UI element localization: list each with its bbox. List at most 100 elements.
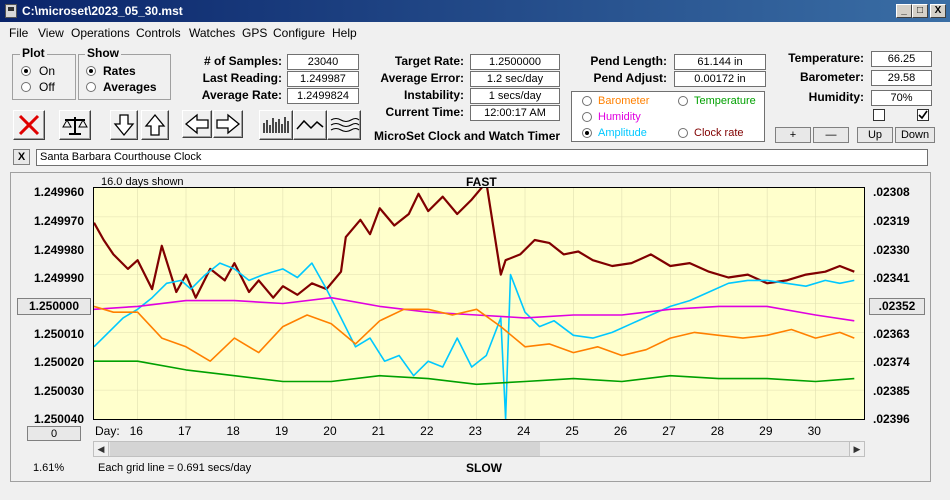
y-tick-left: 1.249960 <box>33 185 84 199</box>
env-checkbox-left[interactable] <box>873 109 885 121</box>
maximize-button[interactable]: □ <box>912 4 928 18</box>
menu-gps[interactable]: GPS <box>242 26 268 40</box>
day-tick-label: 23 <box>468 424 482 438</box>
close-button[interactable]: X <box>930 4 946 18</box>
legend-humidity-label: Humidity <box>598 111 641 123</box>
delete-button[interactable] <box>13 110 45 140</box>
plus-button[interactable]: + <box>775 127 811 143</box>
scroll-right-button[interactable]: ▶ <box>849 442 864 456</box>
delete-icon <box>18 114 40 136</box>
y-tick-left: 1.250020 <box>33 355 84 369</box>
move-down-button[interactable] <box>110 110 138 140</box>
legend-amplitude-label: Amplitude <box>598 127 647 139</box>
y-tick-left: 1.250040 <box>33 412 84 426</box>
arrow-left-icon <box>184 113 209 135</box>
day-tick-label: 29 <box>759 424 773 438</box>
minus-button[interactable]: — <box>813 127 849 143</box>
zero-button[interactable]: 0 <box>27 426 81 441</box>
temperature-label: Temperature: <box>788 51 864 65</box>
title-bar: C:\microset\2023_05_30.mst _ □ X <box>0 0 950 22</box>
env-checkbox-right[interactable] <box>917 109 929 121</box>
y-tick-right: .02385 <box>873 384 910 398</box>
day-tick-label: 28 <box>710 424 725 438</box>
wave-button[interactable] <box>293 110 327 140</box>
legend-barometer-label: Barometer <box>598 95 650 107</box>
day-tick-label: 18 <box>226 424 240 438</box>
legend-box <box>571 91 765 142</box>
day-tick-label: 19 <box>274 424 289 438</box>
down-button[interactable]: Down <box>895 127 935 143</box>
plot-group-title: Plot <box>20 46 47 60</box>
plot-off-radio[interactable] <box>21 82 31 92</box>
window-title: C:\microset\2023_05_30.mst <box>22 4 183 18</box>
barometer-value: 29.58 <box>871 70 932 86</box>
day-tick-label: 22 <box>420 424 434 438</box>
bar-graph-icon <box>263 117 289 133</box>
y-tick-left: 1.249980 <box>33 243 84 257</box>
grid-note: Each grid line = 0.691 secs/day <box>98 462 252 474</box>
center-rate-button[interactable]: 1.250000 <box>17 298 91 315</box>
average-error-label: Average Error: <box>380 71 464 85</box>
plot-off-label: Off <box>39 80 55 94</box>
menu-operations[interactable]: Operations <box>71 26 130 40</box>
scroll-thumb[interactable] <box>110 442 540 456</box>
menu-file[interactable]: File <box>9 26 29 40</box>
plot-area <box>93 181 865 420</box>
current-time-value: 12:00:17 AM <box>470 105 560 121</box>
instability-value: 1 secs/day <box>470 88 560 104</box>
legend-clock-rate-radio[interactable] <box>678 128 688 138</box>
menu-controls[interactable]: Controls <box>136 26 181 40</box>
minimize-button[interactable]: _ <box>896 4 912 18</box>
multi-wave-icon <box>330 117 360 133</box>
legend-barometer-radio[interactable] <box>582 96 592 106</box>
rate-chart <box>93 181 864 420</box>
y-tick-left: 1.249990 <box>33 271 84 285</box>
app-icon <box>5 4 17 18</box>
bar-graph-button[interactable] <box>259 110 293 140</box>
series-line-humidity <box>93 296 855 322</box>
y-tick-left: 1.250010 <box>33 327 84 341</box>
day-tick-label: 21 <box>371 424 386 438</box>
menu-configure[interactable]: Configure <box>273 26 326 40</box>
target-rate-value: 1.2500000 <box>470 54 560 70</box>
right-center-button[interactable]: .02352 <box>869 298 925 315</box>
y-tick-right: .02319 <box>873 214 910 228</box>
show-averages-radio[interactable] <box>86 82 96 92</box>
y-tick-left: 1.250030 <box>33 384 84 398</box>
menu-watches[interactable]: Watches <box>189 26 236 40</box>
plot-on-radio[interactable] <box>21 66 31 76</box>
samples-value: 23040 <box>287 54 359 70</box>
graph-panel <box>10 172 931 482</box>
y-tick-right: .02363 <box>873 327 910 341</box>
menu-view[interactable]: View <box>38 26 64 40</box>
legend-humidity-radio[interactable] <box>582 112 592 122</box>
balance-button[interactable] <box>59 110 91 140</box>
humidity-value: 70% <box>871 90 932 106</box>
move-right-button[interactable] <box>213 110 243 138</box>
day-tick-label: 26 <box>613 424 628 438</box>
show-rates-radio[interactable] <box>86 66 96 76</box>
day-tick-label: 30 <box>807 424 821 438</box>
scroll-left-button[interactable]: ◀ <box>94 442 109 456</box>
pend-length-value: 61.144 in <box>674 54 766 70</box>
plot-on-label: On <box>39 64 56 78</box>
app-caption: MicroSet Clock and Watch Timer <box>374 129 561 143</box>
series-line-temperature <box>94 360 855 386</box>
barometer-label: Barometer: <box>799 70 864 84</box>
y-tick-right: .02308 <box>873 185 910 199</box>
legend-temperature-radio[interactable] <box>678 96 688 106</box>
multi-wave-button[interactable] <box>327 110 361 140</box>
menu-help[interactable]: Help <box>332 26 357 40</box>
move-up-button[interactable] <box>141 110 169 140</box>
clock-name-field[interactable]: Santa Barbara Courthouse Clock <box>36 149 928 166</box>
y-tick-right: .02330 <box>873 243 910 257</box>
legend-amplitude-radio[interactable] <box>582 128 592 138</box>
samples-label: # of Samples: <box>203 54 282 68</box>
show-averages-label: Averages <box>103 80 157 94</box>
time-scrollbar[interactable]: ◀ ▶ <box>93 441 865 457</box>
clear-name-button[interactable]: X <box>13 149 30 165</box>
move-left-button[interactable] <box>182 110 212 138</box>
temperature-value: 66.25 <box>871 51 932 67</box>
arrow-right-icon <box>216 113 241 135</box>
up-button[interactable]: Up <box>857 127 893 143</box>
